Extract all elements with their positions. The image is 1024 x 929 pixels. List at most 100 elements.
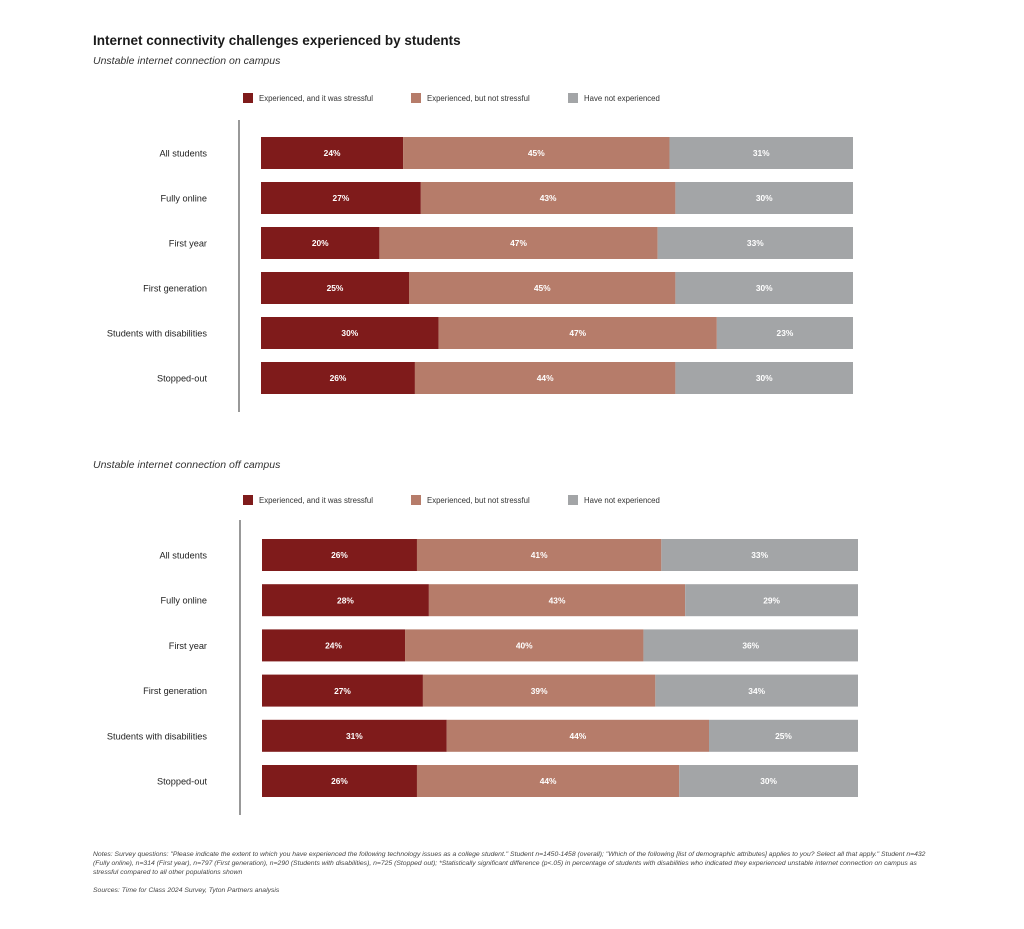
data-label: 44%: [569, 731, 586, 741]
bar-segment-experienced-but-not-stressful: [446, 719, 709, 752]
bar-segment-experienced-but-not-stressful: [379, 227, 658, 259]
data-label: 36%: [742, 641, 759, 651]
bar-segment-experienced-and-it-was-stressful: [262, 765, 417, 797]
data-label: 23%: [777, 328, 794, 338]
data-label: 28%: [337, 595, 354, 605]
data-label: 24%: [324, 148, 341, 158]
data-label: 41%: [531, 550, 548, 560]
bar-segment-experienced-and-it-was-stressful: [262, 674, 423, 707]
bar-segment-experienced-but-not-stressful: [416, 539, 662, 571]
data-label: 43%: [540, 193, 557, 203]
bar-segment-have-not-experienced: [643, 629, 858, 662]
data-label: 31%: [346, 731, 363, 741]
legend-item-have-not-experienced: Have not experienced: [568, 495, 660, 505]
chart-1-subtitle: Unstable internet connection on campus: [93, 55, 281, 67]
bar-segment-have-not-experienced: [661, 539, 858, 571]
data-label: 47%: [510, 238, 527, 248]
bar-segment-have-not-experienced: [685, 584, 858, 617]
page-title: Internet connectivity challenges experie…: [93, 33, 461, 48]
bar-segment-have-not-experienced: [716, 317, 853, 349]
data-label: 45%: [534, 283, 551, 293]
legend-swatch: [243, 495, 253, 505]
bar-segment-have-not-experienced: [655, 674, 858, 707]
legend-swatch: [243, 93, 253, 103]
bar-segment-have-not-experienced: [675, 272, 853, 304]
category-label: Students with disabilities: [107, 731, 207, 741]
data-label: 30%: [756, 193, 773, 203]
data-label: 33%: [747, 238, 764, 248]
bar-row-stopped-out: Stopped-out 26% 44% 30%: [157, 362, 853, 394]
bar-row-students-with-disabilities: Students with disabilities 31% 44% 25%: [107, 719, 858, 752]
category-label: Stopped-out: [157, 777, 208, 787]
data-label: 43%: [549, 595, 566, 605]
chart-2-subtitle: Unstable internet connection off campus: [93, 459, 281, 471]
bar-segment-experienced-but-not-stressful: [416, 765, 680, 797]
bar-row-first-generation: First generation 27% 39% 34%: [143, 674, 858, 707]
data-label: 45%: [528, 148, 545, 158]
data-label: 30%: [756, 373, 773, 383]
legend-label: Have not experienced: [584, 94, 660, 103]
legend-item-experienced-and-it-was-stressful: Experienced, and it was stressful: [243, 495, 373, 505]
bar-row-first-generation: First generation 25% 45% 30%: [143, 272, 853, 304]
data-label: 26%: [331, 776, 348, 786]
legend-label: Experienced, and it was stressful: [259, 496, 373, 505]
bar-segment-have-not-experienced: [679, 765, 858, 797]
bar-row-fully-online: Fully online 28% 43% 29%: [161, 584, 858, 617]
data-label: 39%: [531, 686, 548, 696]
legend-label: Have not experienced: [584, 496, 660, 505]
bar-segment-have-not-experienced: [675, 362, 853, 394]
data-label: 44%: [540, 776, 557, 786]
legend-item-experienced-and-it-was-stressful: Experienced, and it was stressful: [243, 93, 373, 103]
sources-text: Sources: Time for Class 2024 Survey, Tyt…: [93, 887, 280, 894]
category-label: First generation: [143, 686, 207, 696]
data-label: 30%: [760, 776, 777, 786]
legend-swatch: [568, 93, 578, 103]
bar-row-first-year: First year 20% 47% 33%: [169, 227, 853, 259]
bar-segment-experienced-but-not-stressful: [405, 629, 644, 662]
bar-segment-experienced-and-it-was-stressful: [261, 272, 409, 304]
data-label: 29%: [763, 595, 780, 605]
category-label: Fully online: [161, 596, 207, 606]
bar-segment-experienced-and-it-was-stressful: [261, 137, 404, 169]
bar-segment-experienced-and-it-was-stressful: [261, 362, 415, 394]
notes-text: Notes: Survey questions: "Please indicat…: [93, 851, 926, 876]
category-label: Stopped-out: [157, 374, 208, 384]
category-label: First year: [169, 239, 207, 249]
data-label: 44%: [537, 373, 554, 383]
bar-segment-experienced-but-not-stressful: [438, 317, 717, 349]
category-label: All students: [160, 551, 208, 561]
legend-label: Experienced, but not stressful: [427, 94, 530, 103]
legend-swatch: [568, 495, 578, 505]
legend-label: Experienced, but not stressful: [427, 496, 530, 505]
category-label: All students: [160, 149, 208, 159]
bar-segment-experienced-and-it-was-stressful: [262, 719, 447, 752]
bar-row-fully-online: Fully online 27% 43% 30%: [161, 182, 853, 214]
bar-row-all-students: All students 26% 41% 33%: [160, 539, 858, 571]
data-label: 25%: [775, 731, 792, 741]
bar-segment-experienced-but-not-stressful: [420, 182, 676, 214]
bar-row-stopped-out: Stopped-out 26% 44% 30%: [157, 765, 858, 797]
data-label: 30%: [341, 328, 358, 338]
category-label: Fully online: [161, 194, 207, 204]
bar-row-first-year: First year 24% 40% 36%: [169, 629, 858, 662]
data-label: 27%: [334, 686, 351, 696]
data-label: 31%: [753, 148, 770, 158]
bar-segment-experienced-but-not-stressful: [428, 584, 686, 617]
category-label: First year: [169, 641, 207, 651]
data-label: 30%: [756, 283, 773, 293]
data-label: 27%: [333, 193, 350, 203]
bar-segment-have-not-experienced: [669, 137, 853, 169]
data-label: 20%: [312, 238, 329, 248]
legend-item-experienced-but-not-stressful: Experienced, but not stressful: [411, 495, 530, 505]
bar-segment-experienced-and-it-was-stressful: [261, 317, 439, 349]
data-label: 33%: [751, 550, 768, 560]
bar-segment-experienced-but-not-stressful: [403, 137, 670, 169]
bar-row-students-with-disabilities: Students with disabilities 30% 47% 23%: [107, 317, 853, 349]
bar-segment-experienced-and-it-was-stressful: [261, 182, 421, 214]
data-label: 40%: [516, 641, 533, 651]
bar-segment-experienced-but-not-stressful: [422, 674, 656, 707]
legend-item-have-not-experienced: Have not experienced: [568, 93, 660, 103]
chart-off-campus: Experienced, and it was stressful Experie…: [107, 495, 858, 815]
data-label: 47%: [569, 328, 586, 338]
